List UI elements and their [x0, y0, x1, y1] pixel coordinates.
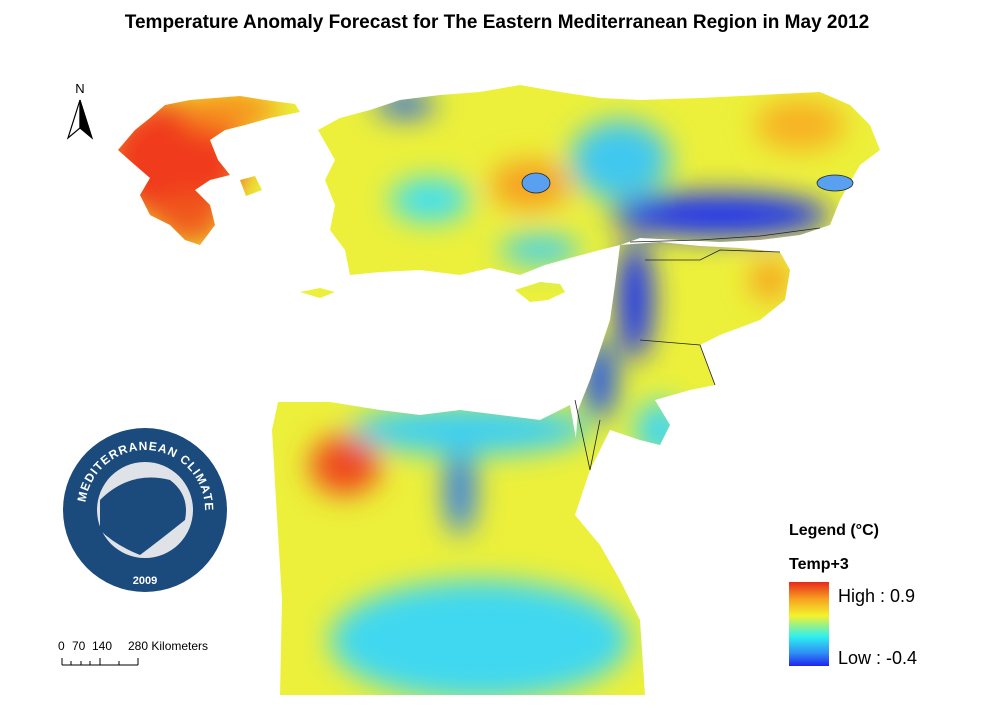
legend-title: Legend (°C)	[789, 522, 879, 539]
north-label: N	[75, 81, 84, 96]
scale-label: 0	[58, 639, 65, 653]
logo-ring-path: EASTERN MEDITERRANEAN CLIMATE CENTRE	[0, 0, 215, 512]
legend-high: High : 0.9	[838, 586, 915, 606]
legend-low: Low : -0.4	[838, 648, 917, 668]
scale-label: 140	[92, 639, 112, 653]
legend-ramp	[789, 582, 829, 666]
scale-label: 70	[72, 639, 86, 653]
scale-label: 280 Kilometers	[128, 639, 208, 653]
logo-ring-text: EASTERN MEDITERRANEAN CLIMATE CENTRE	[0, 0, 216, 512]
logo: EASTERN MEDITERRANEAN CLIMATE CENTRE 200…	[0, 0, 227, 592]
temperature-field	[118, 85, 880, 695]
scale-bar: 0 70 140 280 Kilometers	[58, 639, 208, 666]
borders	[521, 172, 854, 471]
legend: Legend (°C) Temp+3 High : 0.9 Low : -0.4	[789, 522, 917, 668]
north-arrow: N	[66, 81, 94, 140]
logo-year: 2009	[133, 575, 157, 587]
map-title: Temperature Anomaly Forecast for The Eas…	[125, 12, 869, 33]
legend-layer: Temp+3	[789, 556, 849, 573]
